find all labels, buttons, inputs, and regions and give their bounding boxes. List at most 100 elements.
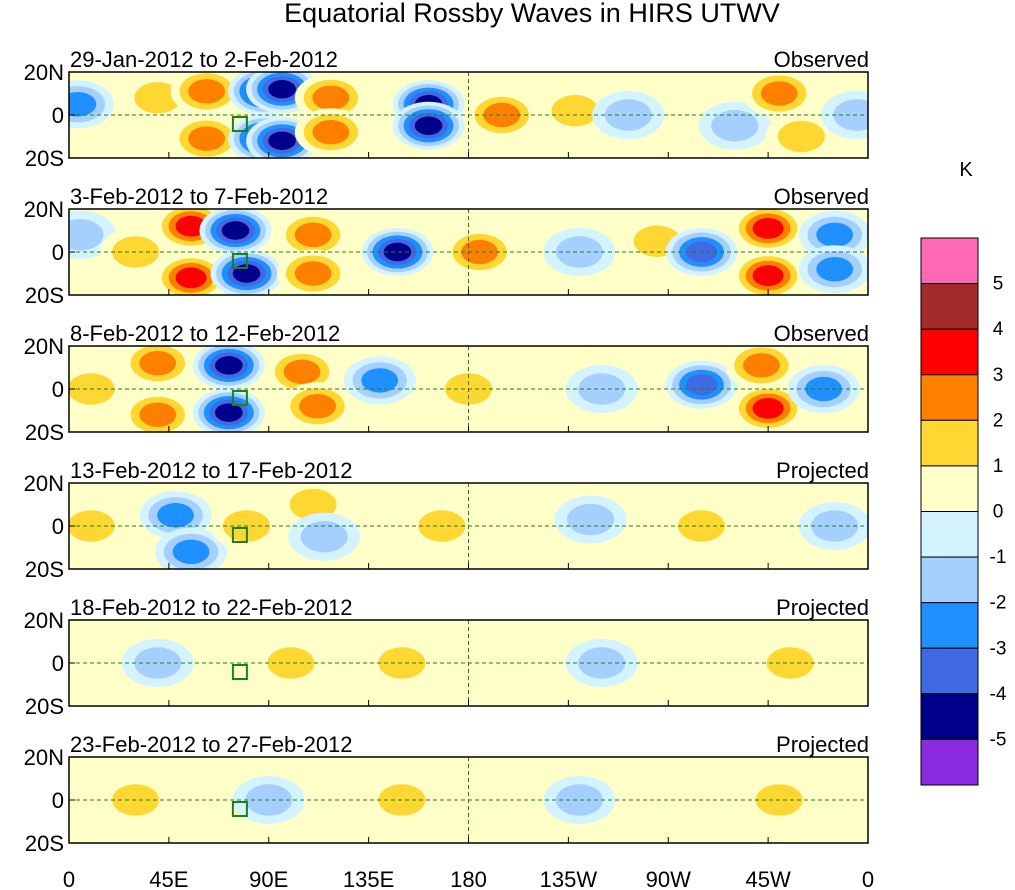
anomaly-contour xyxy=(312,120,350,145)
panel-2: 20N 0 20S 3-Feb-2012 to 7-Feb-2012 Observed xyxy=(24,184,869,308)
panel-5: 20N 0 20S 18-Feb-2012 to 22-Feb-2012 Project… xyxy=(24,595,869,719)
panel-6: 20N 0 20S 23-Feb-2012 to 27-Feb-2012 Project… xyxy=(24,732,869,856)
panel-date-range: 18-Feb-2012 to 22-Feb-2012 xyxy=(70,595,353,620)
x-tick-label: 45E xyxy=(149,867,188,890)
reference-box xyxy=(231,527,248,543)
colorbar-swatch xyxy=(920,647,979,695)
x-tick-label: 180 xyxy=(450,867,487,890)
anomaly-contour xyxy=(686,374,718,396)
colorbar-label: -3 xyxy=(990,638,1007,659)
x-tick-label: 90E xyxy=(249,867,288,890)
reference-box xyxy=(231,253,248,269)
anomaly-contour xyxy=(743,353,780,378)
anomaly-contour xyxy=(294,261,332,286)
colorbar-label: 5 xyxy=(993,274,1004,295)
anomaly-contour xyxy=(69,92,97,117)
anomaly-contour xyxy=(175,215,207,237)
panel-status: Observed xyxy=(774,321,869,346)
reference-box xyxy=(231,801,248,817)
anomaly-contour xyxy=(752,217,784,239)
anomaly-contour xyxy=(752,397,784,419)
anomaly-contour xyxy=(215,403,243,422)
anomaly-contour xyxy=(567,503,615,536)
anomaly-contour xyxy=(711,110,759,142)
y-tick-label: 20S xyxy=(25,694,64,719)
colorbar-label: -4 xyxy=(990,684,1007,705)
colorbar-swatch xyxy=(920,511,979,558)
anomaly-contour xyxy=(805,376,843,402)
y-tick-label: 20S xyxy=(25,420,64,445)
colorbar-label: 0 xyxy=(993,502,1004,523)
colorbar-swatch xyxy=(920,465,979,512)
y-tick-label: 20S xyxy=(25,283,64,308)
anomaly-contour xyxy=(221,221,250,240)
x-tick-label: 135E xyxy=(343,867,394,890)
anomaly-contour xyxy=(188,126,226,151)
anomaly-contour xyxy=(69,219,104,251)
anomaly-contour xyxy=(134,82,182,114)
x-tick-label: 45W xyxy=(746,867,791,890)
anomaly-contour xyxy=(299,394,336,419)
colorbar-swatch xyxy=(920,738,979,786)
anomaly-contour xyxy=(551,95,599,127)
colorbar-label: 2 xyxy=(993,410,1004,431)
anomaly-contour xyxy=(188,79,226,104)
panel-date-range: 8-Feb-2012 to 12-Feb-2012 xyxy=(70,321,340,346)
panel-4: 20N 0 20S 13-Feb-2012 to 17-Feb-2012 Project… xyxy=(24,458,869,582)
anomaly-contour xyxy=(816,222,854,247)
anomaly-contour xyxy=(268,131,296,150)
x-axis: 0 45E 90E 135E 180 135W 90W 45W 0 xyxy=(63,867,874,890)
anomaly-contour xyxy=(294,222,332,247)
panel-3: 20N 0 20S 8-Feb-2012 to 12-Feb-2012 Observed xyxy=(24,321,869,445)
anomaly-contour xyxy=(134,647,182,679)
colorbar-label: -5 xyxy=(990,729,1007,750)
anomaly-contour xyxy=(833,99,868,131)
colorbar-swatch xyxy=(920,328,979,376)
anomaly-contour xyxy=(267,647,315,679)
x-tick-label: 0 xyxy=(63,867,75,890)
colorbar: 5 4 3 2 1 0 -1 -2 -3 -4 -5 xyxy=(920,237,1007,786)
anomaly-contour xyxy=(283,359,321,384)
colorbar-units: K xyxy=(959,159,973,181)
anomaly-contour xyxy=(555,236,603,268)
reference-box xyxy=(231,664,248,680)
anomaly-contour xyxy=(604,99,652,131)
anomaly-contour xyxy=(139,351,177,376)
panel-status: Projected xyxy=(776,458,869,483)
anomaly-contour xyxy=(139,402,177,427)
colorbar-swatch xyxy=(920,237,979,285)
colorbar-label: 4 xyxy=(993,319,1004,340)
y-tick-label: 0 xyxy=(52,651,64,676)
anomaly-contour xyxy=(383,242,412,262)
y-tick-label: 20S xyxy=(25,557,64,582)
panel-status: Projected xyxy=(776,595,869,620)
anomaly-contour xyxy=(461,239,498,265)
y-tick-label: 20S xyxy=(25,146,64,171)
colorbar-swatch xyxy=(920,419,979,467)
y-tick-label: 0 xyxy=(52,788,64,813)
y-tick-label: 20S xyxy=(25,831,64,856)
y-tick-label: 0 xyxy=(52,240,64,265)
anomaly-contour xyxy=(361,368,399,393)
anomaly-contour xyxy=(760,81,798,106)
anomaly-contour xyxy=(268,80,296,99)
chart-title: Equatorial Rossby Waves in HIRS UTWV xyxy=(284,0,780,28)
colorbar-label: -2 xyxy=(990,593,1007,614)
colorbar-label: 3 xyxy=(993,365,1004,386)
panel-status: Projected xyxy=(776,732,869,757)
anomaly-contour xyxy=(172,539,210,564)
panel-date-range: 13-Feb-2012 to 17-Feb-2012 xyxy=(70,458,353,483)
reference-box xyxy=(231,116,248,132)
panel-status: Observed xyxy=(774,47,869,72)
x-tick-label: 0 xyxy=(862,867,874,890)
colorbar-swatch xyxy=(920,374,979,421)
y-tick-label: 0 xyxy=(52,514,64,539)
anomaly-contour xyxy=(312,85,350,111)
y-tick-label: 20N xyxy=(24,334,64,359)
anomaly-contour xyxy=(300,521,348,553)
y-tick-label: 0 xyxy=(52,377,64,402)
y-tick-label: 20N xyxy=(24,60,64,85)
anomaly-contour xyxy=(175,267,207,289)
anomaly-contour xyxy=(289,488,337,521)
anomaly-contour xyxy=(215,356,243,375)
